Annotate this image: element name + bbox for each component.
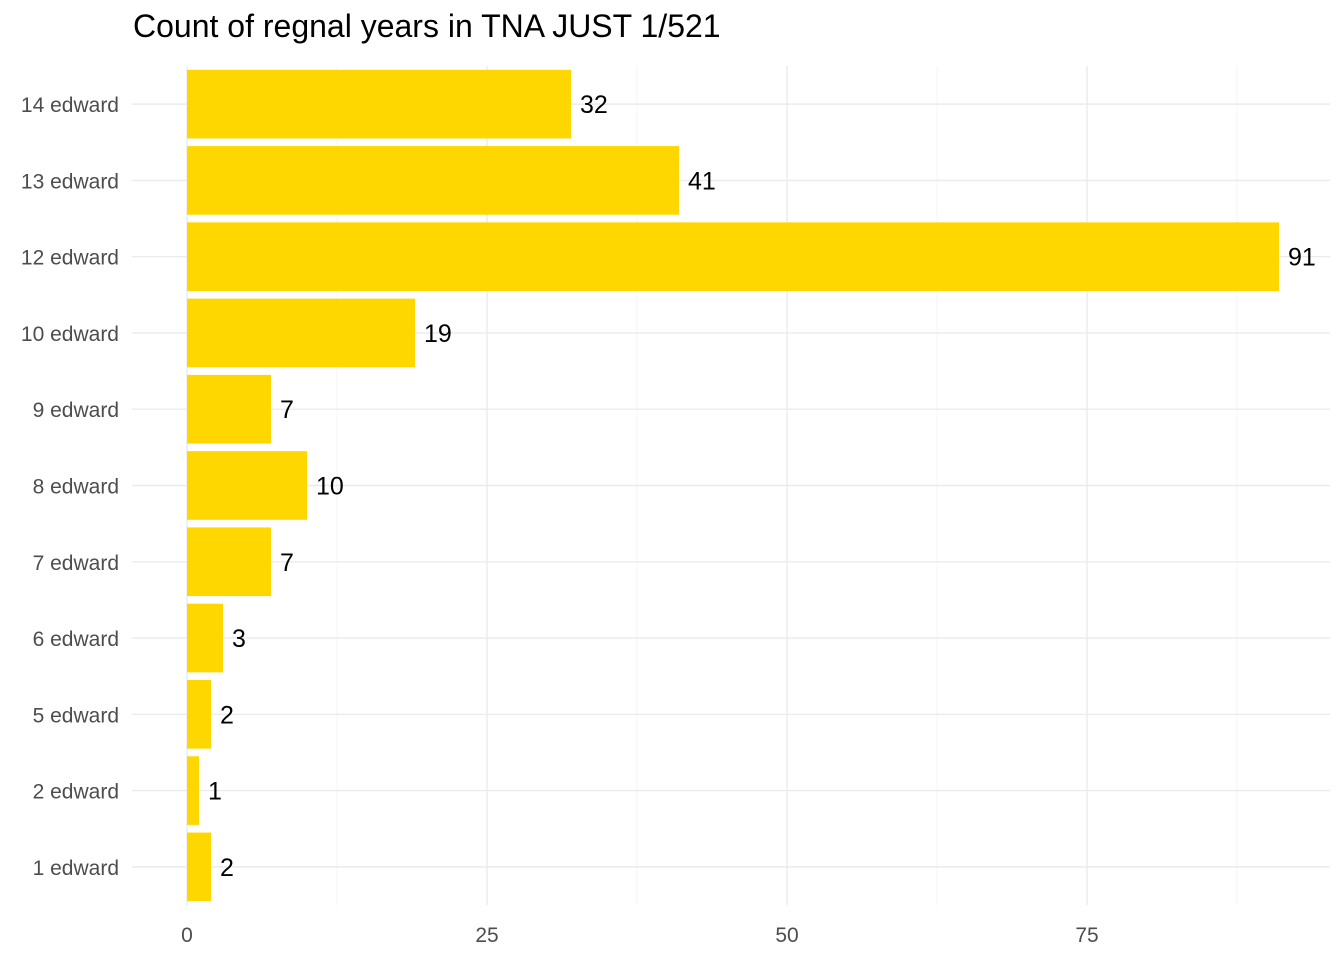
x-tick-label: 0 <box>181 924 193 947</box>
x-tick-label: 50 <box>775 924 798 947</box>
y-tick-label: 14 edward <box>21 94 119 117</box>
bar <box>187 603 223 673</box>
y-tick-label: 9 edward <box>33 399 119 422</box>
bar <box>187 527 271 597</box>
data-label: 91 <box>1288 244 1316 272</box>
data-label: 1 <box>208 778 222 806</box>
y-tick-label: 13 edward <box>21 170 119 193</box>
data-label: 7 <box>280 396 294 424</box>
bar <box>187 756 199 825</box>
data-label: 7 <box>280 549 294 577</box>
data-label: 3 <box>232 625 246 653</box>
y-tick-label: 10 edward <box>21 323 119 346</box>
y-tick-label: 8 edward <box>33 476 119 499</box>
bar <box>187 374 271 444</box>
data-label-layer: 2 1 2 3 7 10 7 19 91 41 32 <box>208 91 1316 882</box>
bar <box>187 679 211 749</box>
y-tick-label: 7 edward <box>33 552 119 575</box>
bar <box>187 832 211 902</box>
x-tick-label: 25 <box>475 924 498 947</box>
data-label: 2 <box>220 701 234 729</box>
data-label: 10 <box>316 473 344 501</box>
chart-title: Count of regnal years in TNA JUST 1/521 <box>133 8 721 44</box>
bar <box>187 451 307 520</box>
bar <box>187 222 1279 292</box>
bar <box>187 69 571 139</box>
bar <box>187 298 415 368</box>
y-tick-label: 6 edward <box>33 628 119 651</box>
data-label: 32 <box>580 91 608 119</box>
x-tick-label: 75 <box>1075 924 1098 947</box>
data-label: 2 <box>220 854 234 882</box>
data-label: 41 <box>688 167 716 195</box>
bar-layer <box>187 69 1279 902</box>
y-tick-label: 5 edward <box>33 704 119 727</box>
y-axis-labels: 1 edward 2 edward 5 edward 6 edward 7 edward… <box>21 94 119 880</box>
y-tick-label: 2 edward <box>33 781 119 804</box>
x-axis-labels: 0 25 50 75 <box>181 924 1099 947</box>
y-tick-label: 12 edward <box>21 247 119 270</box>
bar <box>187 146 679 215</box>
data-label: 19 <box>424 320 452 348</box>
y-tick-label: 1 edward <box>33 857 119 880</box>
grid-layer <box>132 66 1330 905</box>
